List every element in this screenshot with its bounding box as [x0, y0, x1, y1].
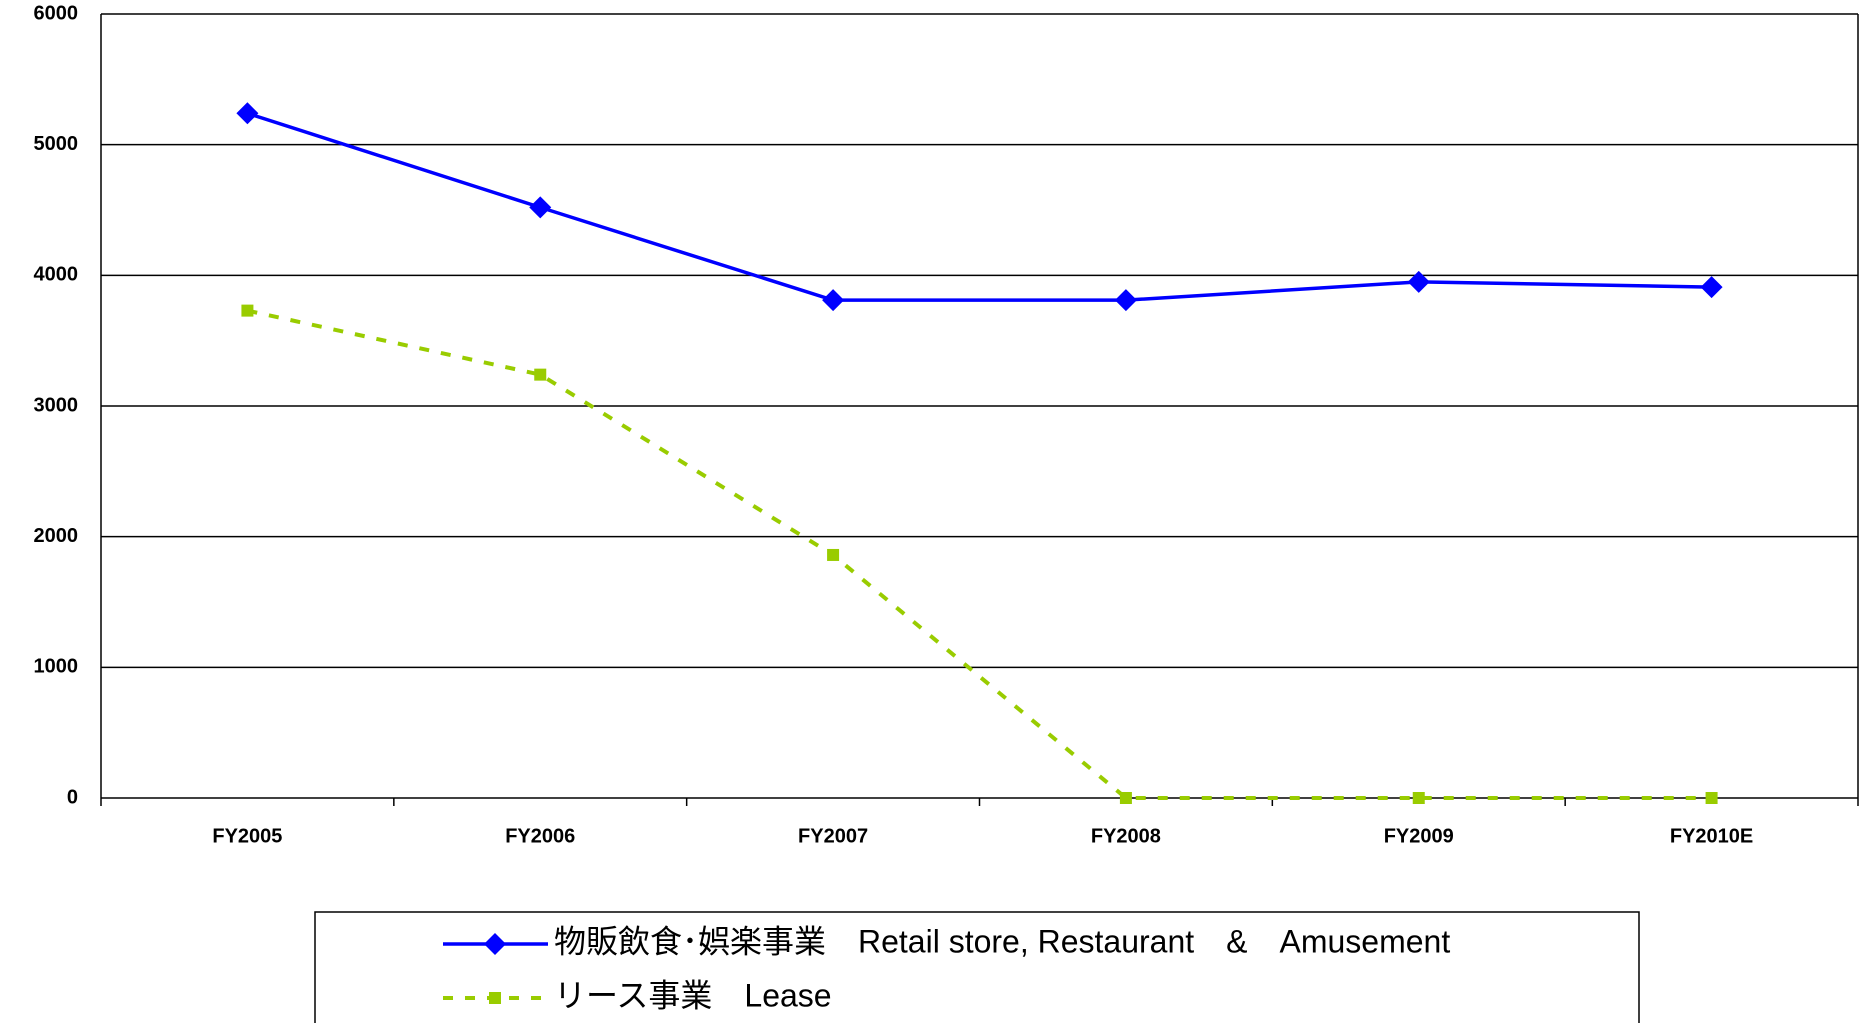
diamond-marker [236, 102, 259, 125]
square-marker [827, 548, 840, 561]
x-tick-label: FY2007 [798, 825, 868, 847]
y-tick-label: 3000 [34, 394, 79, 416]
legend-box [314, 911, 1640, 1023]
series-line [246, 308, 1712, 800]
diamond-marker [1700, 276, 1723, 299]
legend-label: 物販飲食･娯楽事業 Retail store, Restaurant & Amu… [554, 923, 1450, 959]
square-marker [1705, 792, 1718, 804]
y-tick-label: 6000 [34, 2, 79, 24]
diamond-marker [822, 289, 845, 312]
diamond-marker [1407, 270, 1430, 293]
x-tick-label: FY2010E [1670, 825, 1753, 847]
square-marker [241, 304, 254, 317]
series-line [246, 111, 1712, 302]
x-tick-label: FY2008 [1091, 825, 1161, 847]
square-marker [534, 368, 547, 381]
y-tick-label: 5000 [34, 133, 79, 155]
legend-label: リース事業 Lease [554, 977, 832, 1013]
x-tick-label: FY2009 [1384, 825, 1454, 847]
square-marker [1412, 792, 1425, 804]
y-tick-label: 4000 [34, 264, 79, 286]
diamond-marker [484, 933, 506, 955]
square-marker [489, 992, 501, 1004]
diamond-marker [1114, 289, 1137, 312]
x-tick-label: FY2005 [212, 825, 282, 847]
square-marker [1119, 792, 1132, 804]
diamond-marker [529, 196, 552, 219]
y-tick-label: 1000 [34, 656, 79, 678]
y-tick-label: 0 [67, 786, 78, 808]
y-tick-label: 2000 [34, 525, 79, 547]
x-tick-label: FY2006 [505, 825, 575, 847]
